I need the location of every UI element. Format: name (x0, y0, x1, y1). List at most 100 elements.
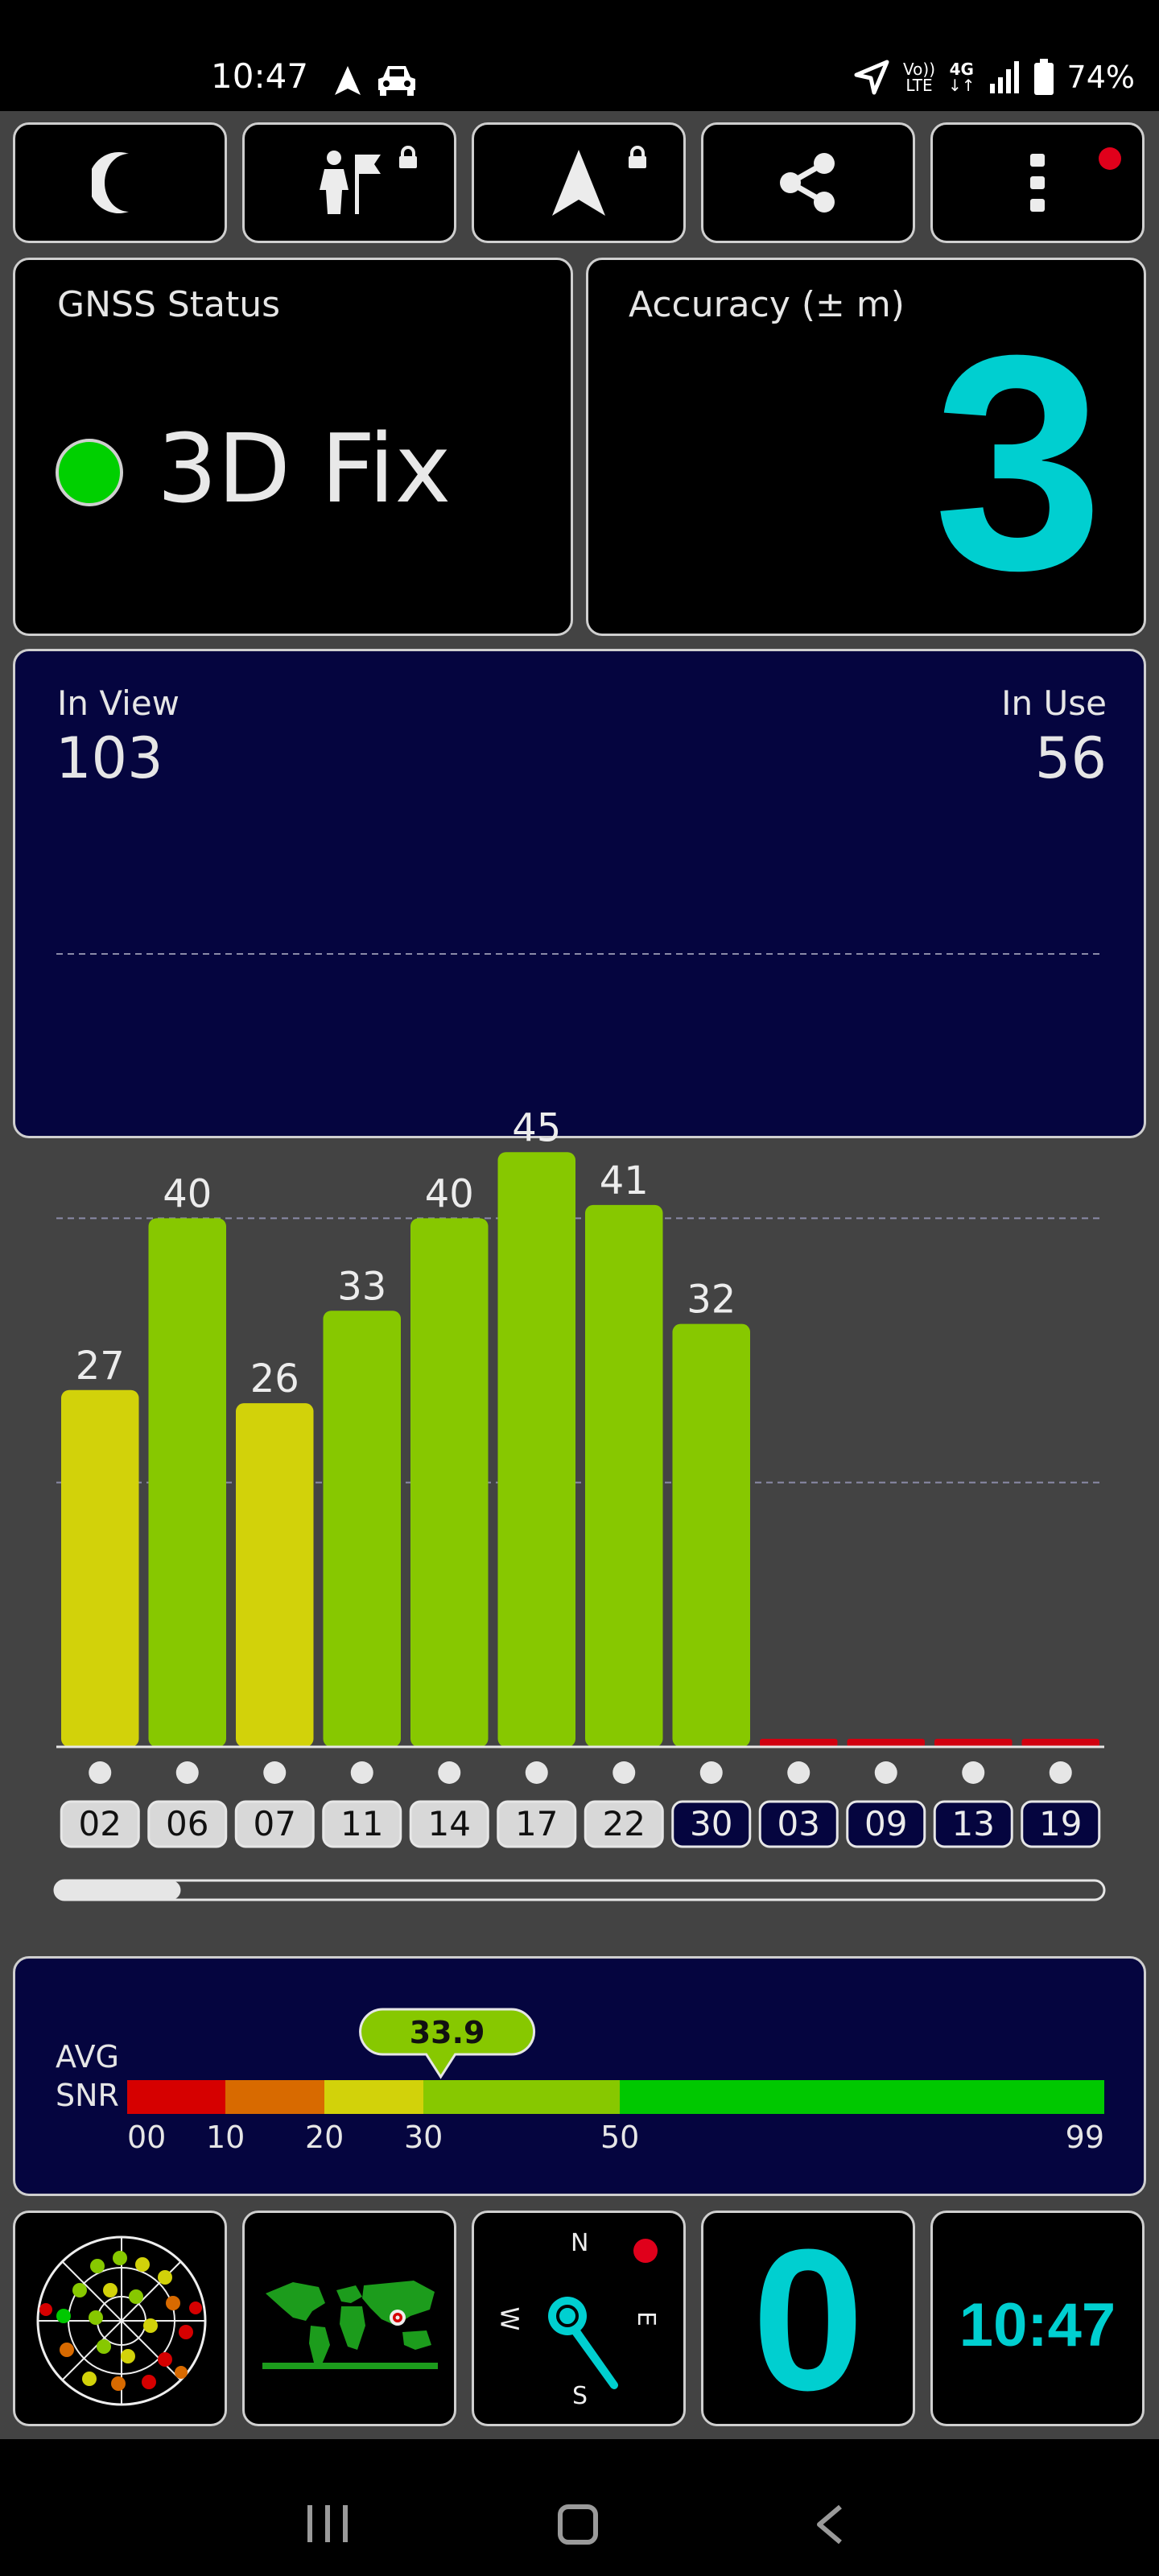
bar-value-label: 45 (512, 1105, 561, 1150)
compass-tile[interactable]: N S E W (472, 2211, 686, 2426)
snr-segment (324, 2080, 423, 2114)
system-nav-bar (0, 2439, 1159, 2576)
signal-bar (585, 1204, 663, 1747)
north-marker-dot (633, 2239, 658, 2263)
clock-tile[interactable]: 10:47 (930, 2211, 1145, 2426)
fix-indicator-dot (56, 439, 123, 506)
notification-dot (1099, 147, 1121, 170)
navigation-button[interactable] (472, 122, 686, 243)
satellite-status-dot (699, 1761, 723, 1784)
fix-status: 3D Fix (157, 413, 452, 524)
satellite-status-dot (175, 1761, 199, 1784)
snr-segment (225, 2080, 324, 2114)
back-icon[interactable] (813, 2504, 845, 2545)
bar-value-label: 26 (250, 1356, 299, 1402)
accuracy-panel[interactable]: Accuracy (± m) 3 (586, 258, 1146, 636)
world-map-tile[interactable] (242, 2211, 456, 2426)
signal-bar (61, 1389, 139, 1747)
satellite-id-label: 02 (79, 1804, 122, 1843)
in-view-count: 103 (56, 725, 163, 791)
avg-snr-panel: AVG SNR (13, 1956, 1146, 2196)
satellite-id-badge (584, 1800, 664, 1848)
signal-bar (1021, 1739, 1099, 1747)
signal-bar (847, 1739, 925, 1747)
satellite-signal-panel[interactable]: In View 103 In Use 56 (13, 649, 1146, 1138)
satellite-id-badge (846, 1800, 926, 1848)
in-use-label: In Use (1001, 683, 1107, 723)
battery-icon (1033, 59, 1054, 95)
satellite-bar-chart: 27 02 40 06 26 07 33 11 40 14 45 17 41 22 32 30 03 09 13 19 (53, 953, 1106, 1901)
snr-tick-label: 99 (1066, 2120, 1104, 2155)
lock-icon (629, 146, 646, 168)
bar-value-label: 33 (337, 1264, 386, 1309)
compass-east: E (631, 2311, 660, 2326)
in-use-count: 56 (1034, 725, 1107, 791)
snr-average-marker (359, 2008, 536, 2079)
more-vert-icon (1030, 154, 1045, 212)
satellite-status-dot (874, 1761, 897, 1784)
signal-bar (760, 1739, 838, 1747)
satellite-id-label: 13 (952, 1804, 995, 1843)
satellite-id-label: 30 (690, 1804, 732, 1843)
snr-tick-label: 50 (600, 2120, 639, 2155)
compass-west: W (494, 2306, 523, 2331)
snr-segment (127, 2080, 225, 2114)
satellite-id-label: 14 (428, 1804, 471, 1843)
signal-bar (323, 1311, 401, 1747)
night-mode-button[interactable] (13, 122, 227, 243)
gnss-status-title: GNSS Status (57, 284, 281, 325)
satellite-status-dot (612, 1761, 636, 1784)
signal-bar (236, 1403, 314, 1747)
snr-tick-label: 20 (305, 2120, 344, 2155)
car-icon (378, 66, 415, 96)
status-bar: 10:47 Vo)) LTE 4G ↓↑ 74% (0, 0, 1159, 111)
navigation-icon (335, 66, 361, 95)
person-flag-icon (320, 151, 381, 214)
in-view-label: In View (57, 683, 180, 723)
signal-bar (148, 1218, 226, 1747)
home-icon[interactable] (557, 2504, 599, 2545)
signal-bar (934, 1739, 1013, 1747)
landmarks-button[interactable] (242, 122, 456, 243)
satellite-id-badge (147, 1800, 228, 1848)
sky-plot-tile[interactable] (13, 2211, 227, 2426)
accuracy-value: 3 (933, 291, 1103, 634)
satellite-status-dot (438, 1761, 461, 1784)
satellite-id-badge (234, 1800, 315, 1848)
satellite-id-label: 06 (166, 1804, 208, 1843)
share-button[interactable] (701, 122, 915, 243)
signal-bar (497, 1152, 575, 1747)
satellite-status-dot (350, 1761, 373, 1784)
snr-label-snr: SNR (56, 2078, 119, 2113)
speed-tile[interactable]: 0 (701, 2211, 915, 2426)
chart-scrollbar-thumb (55, 1880, 181, 1900)
satellite-id-badge (60, 1800, 140, 1848)
gnss-status-panel[interactable]: GNSS Status 3D Fix (13, 258, 573, 636)
navigation-arrow-icon (552, 150, 605, 216)
bar-value-label: 41 (600, 1158, 649, 1203)
moon-icon (92, 152, 129, 213)
satellite-status-dot (1049, 1761, 1072, 1784)
satellite-id-badge (409, 1800, 489, 1848)
signal-bar (672, 1323, 750, 1747)
snr-tick-label: 10 (206, 2120, 245, 2155)
satellite-id-badge (1021, 1800, 1101, 1848)
location-arrow-icon (854, 60, 889, 95)
satellite-status-dot (263, 1761, 287, 1784)
compass-south: S (572, 2382, 588, 2410)
snr-scale: 00 10 20 30 50 99 33.9 (127, 2008, 1104, 2155)
snr-segment (620, 2080, 1104, 2114)
satellite-id-badge (497, 1800, 577, 1848)
recent-apps-icon[interactable] (306, 2504, 351, 2544)
satellite-status-dot (787, 1761, 810, 1784)
snr-tick-label: 00 (127, 2120, 166, 2155)
satellite-id-label: 09 (864, 1804, 907, 1843)
snr-average-value: 33.9 (410, 2015, 485, 2050)
share-icon (780, 153, 835, 213)
volte-indicator: Vo)) LTE (903, 60, 936, 95)
more-options-button[interactable] (930, 122, 1145, 243)
compass-needle-icon (548, 2297, 618, 2389)
snr-label-avg: AVG (56, 2039, 120, 2074)
accuracy-title: Accuracy (± m) (629, 284, 905, 325)
signal-bar (410, 1218, 489, 1747)
